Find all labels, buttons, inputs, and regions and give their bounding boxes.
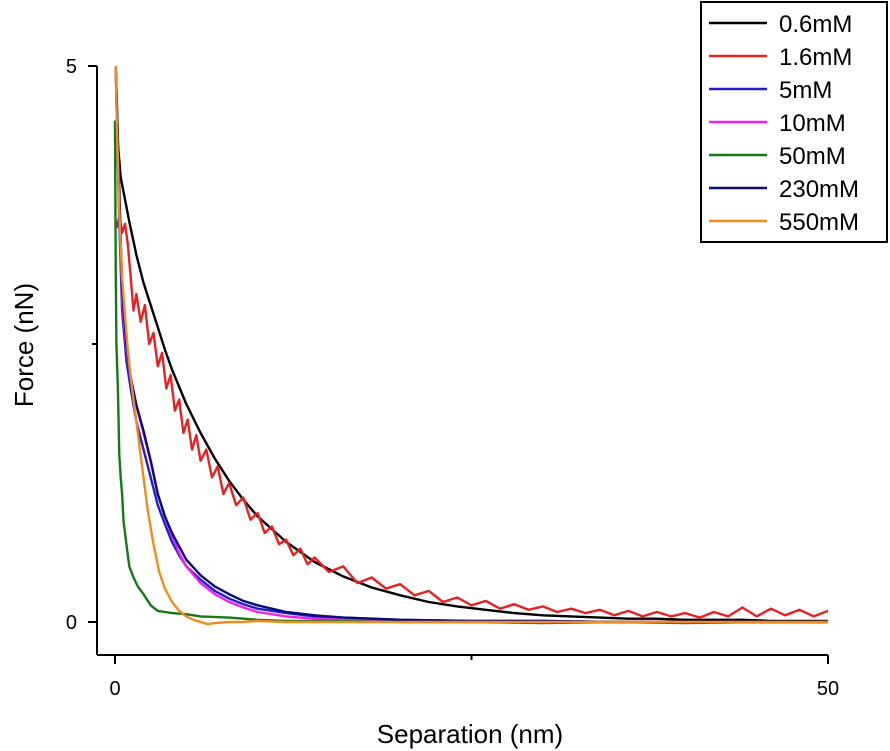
legend-label-550mM: 550mM	[779, 209, 859, 236]
y-tick-label: 5	[66, 56, 77, 78]
legend-label-0.6mM: 0.6mM	[779, 11, 852, 38]
legend-label-5mM: 5mM	[779, 77, 832, 104]
legend-label-10mM: 10mM	[779, 110, 846, 137]
x-tick-label: 0	[109, 678, 120, 700]
series-line-1.6mM	[114, 214, 828, 619]
legend-label-230mM: 230mM	[779, 176, 859, 203]
x-tick-label: 50	[817, 678, 839, 700]
series-line-550mM	[114, 66, 828, 626]
x-axis-title: Separation (nm)	[377, 719, 563, 749]
y-axis-title: Force (nN)	[9, 283, 39, 407]
axes: 0 50 0 5	[66, 56, 839, 700]
legend-label-50mM: 50mM	[779, 143, 846, 170]
series-line-0.6mM	[114, 66, 828, 623]
legend: 0.6mM 1.6mM 5mM 10mM 50mM 230mM 550mM	[700, 1, 888, 243]
legend-label-1.6mM: 1.6mM	[779, 44, 852, 71]
series-layer	[113, 66, 828, 626]
y-tick-label: 0	[66, 612, 77, 634]
